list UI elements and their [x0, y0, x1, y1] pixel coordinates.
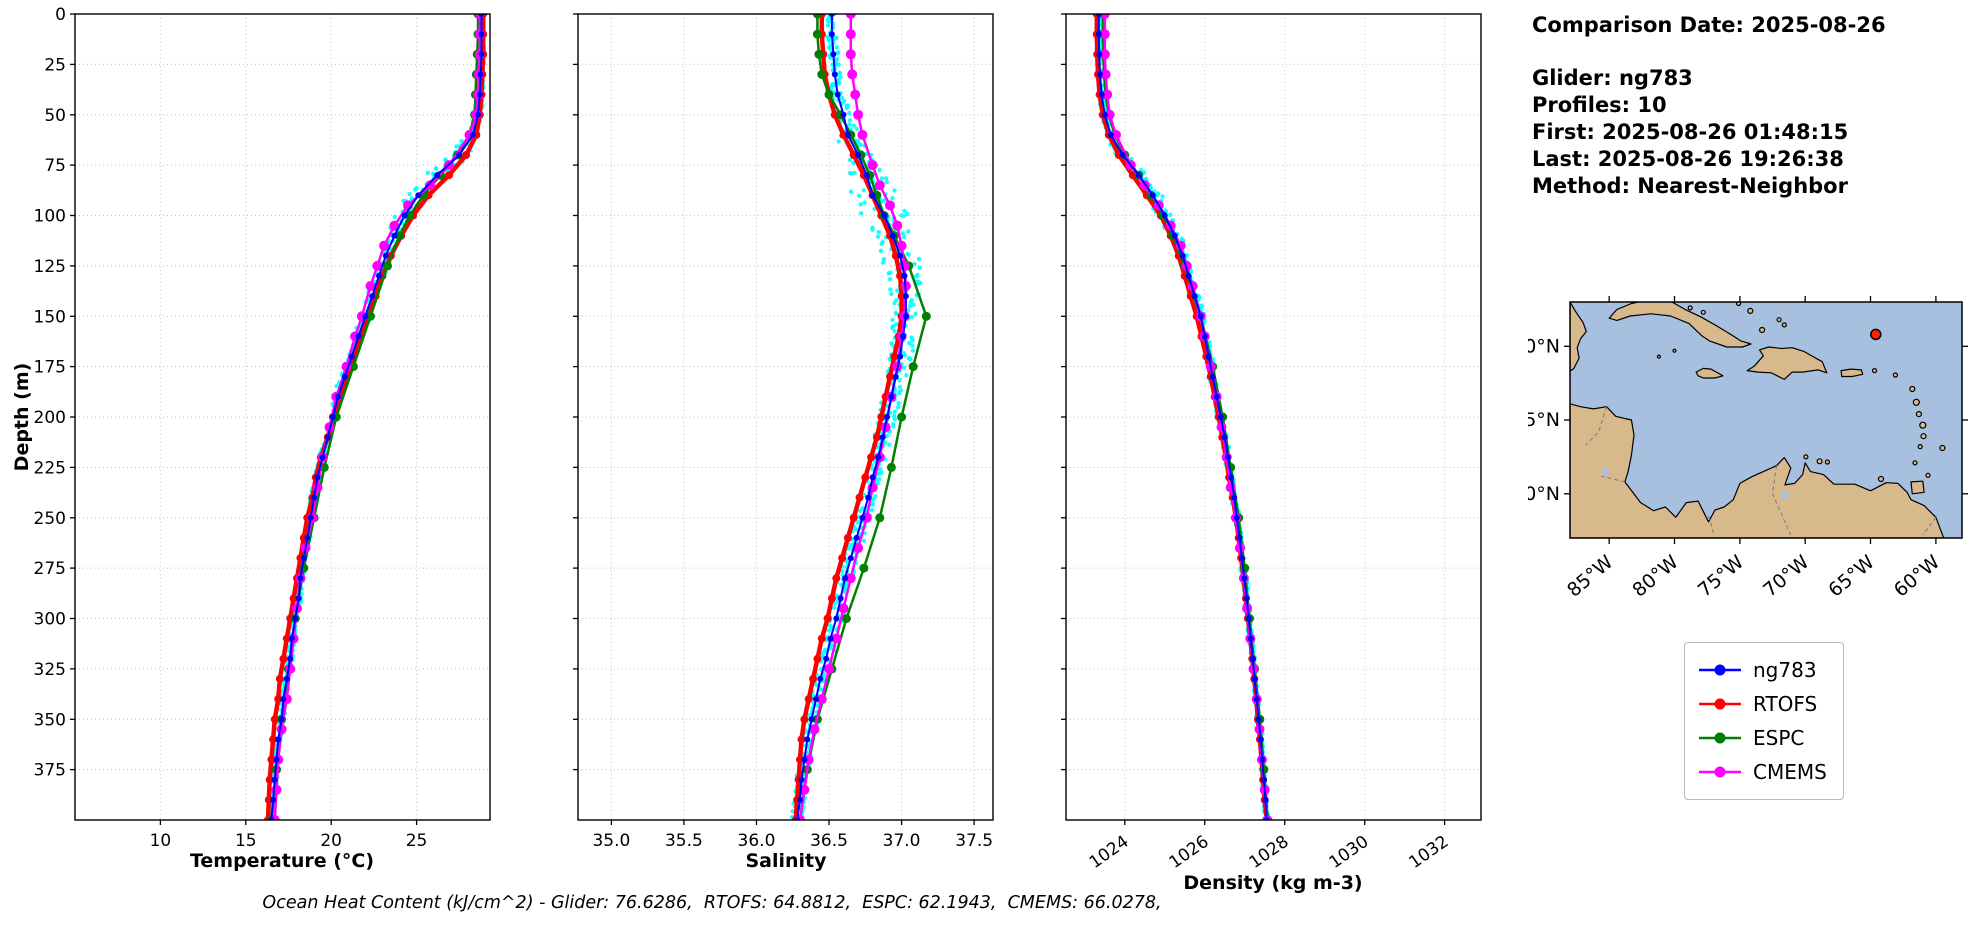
svg-text:75°W: 75°W — [1694, 551, 1748, 602]
gridlines — [578, 13, 993, 820]
svg-text:50: 50 — [44, 106, 66, 126]
map-lakes — [1601, 468, 1789, 500]
salinity-axis-label: Salinity — [745, 850, 827, 872]
legend-item-CMEMS: CMEMS — [1697, 755, 1827, 789]
svg-text:200: 200 — [34, 408, 66, 428]
svg-text:125: 125 — [34, 257, 66, 277]
series-ng783 — [794, 14, 909, 820]
tick-marks — [573, 13, 975, 825]
svg-text:37.5: 37.5 — [955, 831, 993, 851]
ocean-heat-content-caption: Ocean Heat Content (kJ/cm^2) - Glider: 7… — [262, 893, 1162, 913]
svg-text:15: 15 — [235, 831, 257, 851]
legend-line-marker-RTOFS — [1699, 698, 1741, 710]
info-panel: Comparison Date: 2025-08-26 Glider: ng78… — [1532, 12, 1886, 200]
x-tick-labels: 10 15 20 25 — [150, 831, 428, 851]
first-profile-time-text: First: 2025-08-26 01:48:15 — [1532, 120, 1849, 144]
density-axis-label: Density (kg m-3) — [1183, 872, 1363, 894]
x-tick-labels: 1024 1026 1028 1030 1032 — [1086, 832, 1453, 873]
legend-label: CMEMS — [1753, 760, 1827, 784]
svg-text:1030: 1030 — [1326, 832, 1373, 873]
svg-text:37.0: 37.0 — [883, 831, 921, 851]
svg-text:25: 25 — [406, 831, 428, 851]
legend-line-marker-ng783 — [1699, 664, 1741, 676]
svg-text:1026: 1026 — [1166, 832, 1213, 873]
gridlines — [1066, 13, 1481, 820]
series-layer — [264, 14, 488, 820]
map-tick-marks — [1564, 296, 1968, 544]
svg-text:20°N: 20°N — [1528, 335, 1560, 357]
svg-text:25: 25 — [44, 55, 66, 75]
svg-text:175: 175 — [34, 358, 66, 378]
legend-item-ESPC: ESPC — [1697, 721, 1827, 755]
series-CMEMS — [269, 14, 485, 820]
svg-text:60°W: 60°W — [1890, 551, 1944, 602]
svg-text:10: 10 — [150, 831, 172, 851]
svg-text:0: 0 — [55, 5, 66, 25]
svg-text:10°N: 10°N — [1528, 483, 1560, 505]
svg-text:275: 275 — [34, 559, 66, 579]
legend-label: RTOFS — [1753, 692, 1818, 716]
svg-text:35.0: 35.0 — [592, 831, 630, 851]
density-profile-plot: 1024 1026 1028 1030 1032 — [1061, 13, 1482, 873]
method-text: Method: Nearest-Neighbor — [1532, 174, 1848, 198]
svg-text:225: 225 — [34, 458, 66, 478]
svg-text:325: 325 — [34, 660, 66, 680]
svg-text:36.0: 36.0 — [738, 831, 776, 851]
svg-text:250: 250 — [34, 509, 66, 529]
svg-text:1028: 1028 — [1246, 832, 1293, 873]
legend-line-marker-ESPC — [1699, 732, 1741, 744]
legend-label: ng783 — [1753, 658, 1817, 682]
svg-text:375: 375 — [34, 761, 66, 781]
comparison-date-text: Comparison Date: 2025-08-26 — [1532, 13, 1886, 37]
info-panel-spacer — [1532, 39, 1886, 65]
svg-text:36.5: 36.5 — [810, 831, 848, 851]
legend-label: ESPC — [1753, 726, 1805, 750]
map-land — [1570, 302, 1946, 538]
last-profile-time-text: Last: 2025-08-26 19:26:38 — [1532, 147, 1844, 171]
svg-text:35.5: 35.5 — [665, 831, 703, 851]
svg-text:15°N: 15°N — [1528, 409, 1560, 431]
legend: ng783 RTOFS ESPC CMEMS — [1684, 642, 1844, 800]
svg-text:75: 75 — [44, 156, 66, 176]
salinity-profile-plot: 35.0 35.5 36.0 36.5 37.0 37.5 — [573, 13, 994, 851]
temperature-profile-plot: 10 15 20 2502550751001251501752002252502753… — [34, 5, 491, 851]
svg-text:1024: 1024 — [1086, 832, 1133, 873]
legend-item-ng783: ng783 — [1697, 653, 1827, 687]
svg-text:20: 20 — [320, 831, 342, 851]
legend-item-RTOFS: RTOFS — [1697, 687, 1827, 721]
profiles-count-text: Profiles: 10 — [1532, 93, 1667, 117]
svg-text:350: 350 — [34, 710, 66, 730]
series-layer — [790, 14, 931, 820]
series-ng783 — [1095, 14, 1270, 820]
svg-text:80°W: 80°W — [1628, 551, 1682, 602]
svg-text:150: 150 — [34, 307, 66, 327]
tick-marks — [70, 13, 418, 825]
x-tick-labels: 35.0 35.5 36.0 36.5 37.0 37.5 — [592, 831, 993, 851]
svg-text:100: 100 — [34, 207, 66, 227]
series-ng783 — [268, 14, 485, 820]
location-map: 20°N 15°N 10°N 85°W80°W75°W70°W65°W60°W — [1528, 296, 1968, 602]
depth-axis-label: Depth (m) — [11, 362, 33, 472]
tick-marks — [1061, 13, 1446, 825]
svg-text:1032: 1032 — [1406, 832, 1453, 873]
svg-text:70°W: 70°W — [1759, 551, 1813, 602]
svg-text:65°W: 65°W — [1824, 551, 1878, 602]
glider-name-text: Glider: ng783 — [1532, 66, 1693, 90]
svg-text:85°W: 85°W — [1563, 551, 1617, 602]
svg-text:300: 300 — [34, 610, 66, 630]
legend-items: ng783 RTOFS ESPC CMEMS — [1697, 653, 1827, 789]
glider-raw-scatter — [268, 14, 487, 820]
series-layer — [1092, 14, 1273, 820]
map-borders — [1585, 406, 1937, 536]
glider-position-marker — [1870, 328, 1882, 341]
legend-line-marker-CMEMS — [1699, 766, 1741, 778]
temperature-axis-label: Temperature (°C) — [189, 850, 375, 872]
y-tick-labels: 0 25 50 75 100 125 150 175 200 225 250 275 300 325 350… — [34, 5, 66, 781]
